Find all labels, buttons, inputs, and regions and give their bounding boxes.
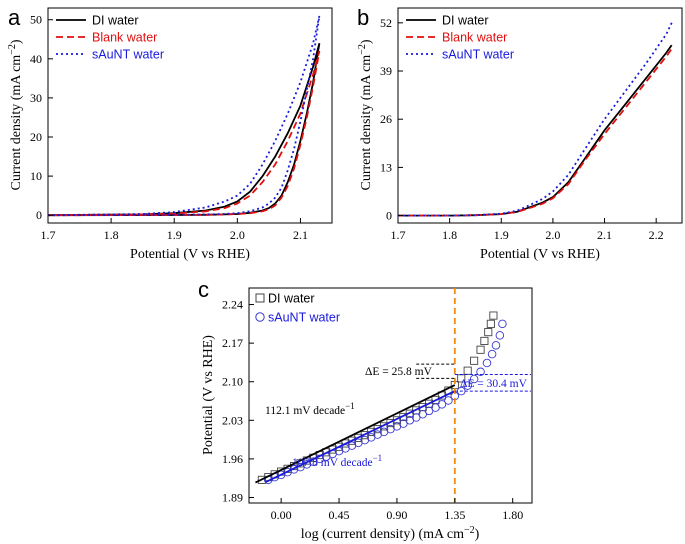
x-axis-label-a: Potential (V vs RHE): [130, 247, 250, 262]
data-point-square: [470, 356, 479, 365]
panel-label-c: c: [198, 277, 209, 302]
x-tick-label-c: 0.90: [386, 508, 407, 522]
data-point-square: [463, 366, 472, 375]
data-point-circle: [463, 381, 472, 390]
legend-label-c: DI water: [268, 292, 315, 306]
series-line-b-3: [398, 22, 673, 217]
data-point-square: [484, 328, 493, 337]
data-point-circle: [476, 367, 485, 377]
x-tick-label-b: 1.7: [391, 228, 406, 242]
fit-label-2: 107.8 mV decade−1: [292, 453, 382, 469]
x-tick-label-b: 1.8: [442, 228, 457, 242]
y-tick-label-c: 2.03: [222, 413, 243, 427]
y-tick-label-a: 50: [30, 13, 42, 27]
y-tick-label-c: 1.96: [222, 452, 243, 466]
fit-line-2: [265, 390, 456, 483]
x-axis-label-b: Potential (V vs RHE): [480, 247, 600, 262]
legend-label-c: sAuNT water: [268, 311, 340, 325]
data-point-circle: [437, 400, 447, 409]
data-point-square: [328, 445, 337, 454]
y-tick-label-c: 2.10: [222, 375, 243, 389]
x-tick-label-c: 0.45: [329, 508, 350, 522]
y-tick-label-a: 0: [36, 208, 42, 222]
x-tick-label-c: 0.00: [271, 508, 292, 522]
x-tick-label-a: 1.7: [41, 228, 56, 242]
legend-label-a: DI water: [92, 14, 139, 28]
data-point-circle: [444, 396, 453, 405]
series-line-a-3: [48, 15, 321, 217]
legend-b: DI water Blank water sAuNT water: [406, 14, 514, 62]
data-point-circle: [469, 374, 479, 384]
data-point-circle: [495, 331, 505, 340]
x-tick-label-b: 1.9: [494, 228, 509, 242]
fit-label-1: 112.1 mV decade−1: [265, 401, 355, 417]
panel-a: a 1.7 1.8 1.9 2.0 2.1 0 10 20 30 40 50 Potential (…: [7, 5, 333, 262]
y-axis-label-a: Current density (mA cm−2): [7, 39, 24, 190]
plot-frame-c: [248, 287, 533, 504]
x-tick-label-a: 1.8: [104, 228, 119, 242]
series-line-a-1: [48, 42, 321, 217]
x-tick-label-c: 1.80: [502, 508, 523, 522]
plot-frame-a: [47, 7, 333, 224]
panel-label-b: b: [357, 5, 369, 30]
data-point-circle: [498, 319, 507, 329]
x-tick-label-c: 1.35: [444, 508, 465, 522]
data-point-square: [476, 345, 485, 354]
y-tick-label-a: 30: [30, 91, 42, 105]
y-tick-label-b: 26: [380, 112, 392, 126]
series-line-a-2: [48, 50, 321, 217]
y-tick-label-b: 13: [380, 160, 392, 174]
x-axis-label-c: log (current density) (mA cm−2): [301, 525, 480, 542]
fit-line-1: [255, 384, 456, 484]
plot-frame-b: [397, 7, 683, 224]
data-point-circle: [487, 349, 497, 359]
delta-e-label-2: ΔE = 30.4 mV: [460, 378, 528, 390]
x-tick-label-b: 2.0: [545, 228, 560, 242]
legend-marker-circle: [255, 312, 265, 322]
legend-label-a: Blank water: [92, 31, 157, 45]
y-tick-label-b: 39: [380, 64, 392, 78]
series-line-b-2: [398, 48, 673, 217]
panel-c: c 0.00 0.45 0.90 1.35 1.80 1.89 1.96 2.03 2.10 2.…: [198, 277, 533, 542]
y-tick-label-b: 0: [386, 209, 392, 223]
legend-label-b: sAuNT water: [442, 48, 514, 62]
x-tick-label-a: 1.9: [167, 228, 182, 242]
legend-label-b: Blank water: [442, 31, 507, 45]
x-tick-label-b: 2.2: [649, 228, 664, 242]
y-tick-label-c: 2.24: [222, 298, 243, 312]
y-tick-label-a: 40: [30, 52, 42, 66]
panel-label-a: a: [8, 5, 21, 30]
series-line-b-1: [398, 44, 673, 217]
data-point-circle: [491, 341, 501, 350]
legend-c: DI water sAuNT water: [255, 292, 340, 325]
data-point-square: [489, 311, 498, 320]
panel-b: b 1.7 1.8 1.9 2.0 2.1 2.2 0 13 26 39 52 Potential …: [357, 5, 683, 262]
y-tick-label-c: 2.17: [222, 336, 243, 350]
x-tick-label-a: 2.0: [230, 228, 245, 242]
delta-e-label-1: ΔE = 25.8 mV: [365, 366, 433, 378]
y-tick-label-a: 20: [30, 130, 42, 144]
y-axis-label-b: Current density (mA cm−2): [357, 39, 374, 190]
legend-label-b: DI water: [442, 14, 489, 28]
y-tick-label-b: 52: [380, 16, 392, 30]
y-axis-label-c: Potential (V vs RHE): [201, 335, 216, 455]
data-point-square: [257, 475, 266, 484]
legend-marker-square: [255, 293, 265, 303]
x-tick-label-a: 2.1: [293, 228, 308, 242]
data-point-square: [486, 319, 495, 328]
y-tick-label-a: 10: [30, 169, 42, 183]
legend-label-a: sAuNT water: [92, 48, 164, 62]
x-tick-label-b: 2.1: [597, 228, 612, 242]
data-point-circle: [482, 358, 492, 368]
legend-a: DI water Blank water sAuNT water: [56, 14, 164, 62]
y-tick-label-c: 1.89: [222, 490, 243, 504]
data-point-square: [480, 336, 489, 345]
